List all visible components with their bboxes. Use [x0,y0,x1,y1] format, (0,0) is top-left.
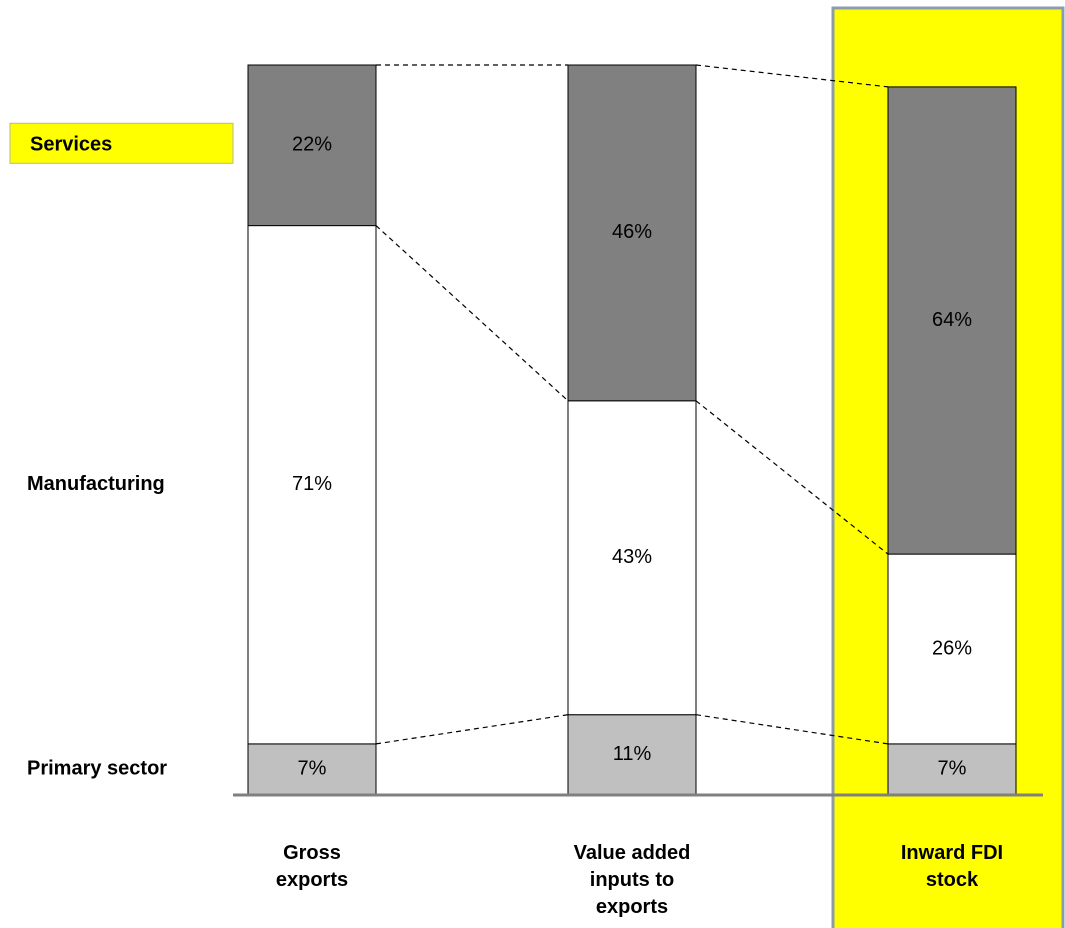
x-tick-label: Gross exports [275,842,349,891]
series-label: Services [30,134,112,156]
data-label: 7% [938,758,967,780]
data-label: 43% [612,546,652,568]
bar-segment [247,64,377,227]
connector [375,714,569,745]
series-label-box [9,122,234,164]
data-label: 46% [612,221,652,243]
connector [695,400,889,555]
data-label: 64% [932,309,972,331]
series-label: Primary sector [27,758,167,780]
bar-segment [567,400,697,716]
connector [375,225,569,402]
data-label: 22% [292,134,332,156]
data-label: 11% [613,743,652,765]
bar-segment [247,743,377,796]
data-label: 7% [298,758,327,780]
bar-segment [887,743,1017,796]
bar-segment [887,553,1017,745]
bar-segment [887,86,1017,555]
data-label: 71% [292,473,332,495]
x-tick-label: Value added inputs to exports [573,842,691,918]
data-label: 26% [932,637,972,659]
series-label: Manufacturing [27,473,165,495]
x-tick-label: Inward FDI stock [900,842,1004,891]
bar-segment [247,225,377,745]
bar-segment [567,64,697,402]
